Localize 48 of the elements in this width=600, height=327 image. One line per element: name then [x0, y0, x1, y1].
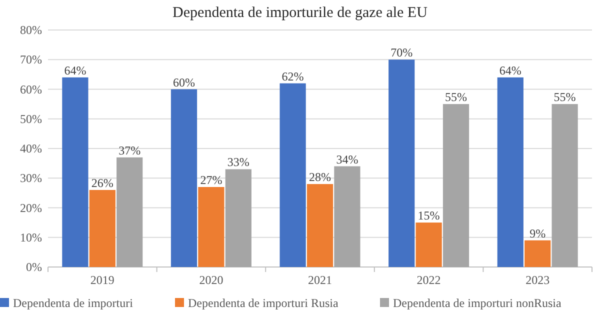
bar — [388, 60, 415, 267]
y-tick-label: 60% — [20, 82, 42, 96]
legend-label: Dependenta de importuri — [13, 296, 134, 310]
y-tick-label: 70% — [20, 52, 42, 67]
y-tick-label: 50% — [20, 112, 42, 126]
x-tick-label: 2022 — [416, 273, 441, 287]
data-label: 55% — [554, 90, 576, 104]
bar — [89, 190, 116, 267]
data-label: 64% — [499, 63, 522, 78]
bar — [334, 166, 360, 267]
y-tick-label: 10% — [20, 230, 42, 244]
data-label: 70% — [390, 46, 413, 60]
y-tick-label: 80% — [20, 23, 42, 37]
bar — [170, 89, 198, 267]
bar — [198, 187, 224, 267]
data-label: 60% — [173, 75, 195, 90]
bar — [552, 104, 578, 267]
bar — [280, 83, 306, 267]
bar — [116, 157, 143, 267]
x-tick-label: 2023 — [526, 273, 550, 287]
legend-label: Dependenta de importuri Rusia — [188, 296, 339, 310]
bar — [416, 222, 442, 267]
bar — [497, 77, 524, 267]
x-tick-label: 2019 — [90, 273, 114, 287]
data-label: 55% — [445, 90, 467, 104]
data-label: 34% — [336, 152, 358, 166]
data-label: 62% — [282, 69, 304, 84]
data-label: 26% — [91, 176, 114, 190]
legend-label: Dependenta de importuri nonRusia — [393, 296, 562, 310]
y-tick-label: 0% — [26, 260, 42, 274]
bar — [442, 104, 470, 267]
bar — [524, 240, 551, 267]
data-label: 9% — [530, 226, 546, 240]
bar — [62, 77, 88, 267]
data-label: 28% — [309, 170, 331, 184]
y-tick-label: 20% — [20, 200, 42, 215]
chart-title: Dependenta de importurile de gaze ale EU — [172, 5, 428, 21]
x-tick-label: 2021 — [308, 273, 332, 287]
data-label: 15% — [418, 208, 440, 223]
x-tick-label: 2020 — [199, 273, 224, 287]
y-tick-label: 30% — [20, 171, 42, 186]
y-tick-label: 40% — [20, 142, 42, 156]
bar — [306, 184, 334, 267]
data-label: 33% — [227, 155, 250, 170]
data-label: 64% — [64, 63, 86, 78]
data-label: 37% — [118, 143, 141, 158]
data-label: 27% — [200, 173, 222, 188]
bar — [225, 169, 252, 267]
